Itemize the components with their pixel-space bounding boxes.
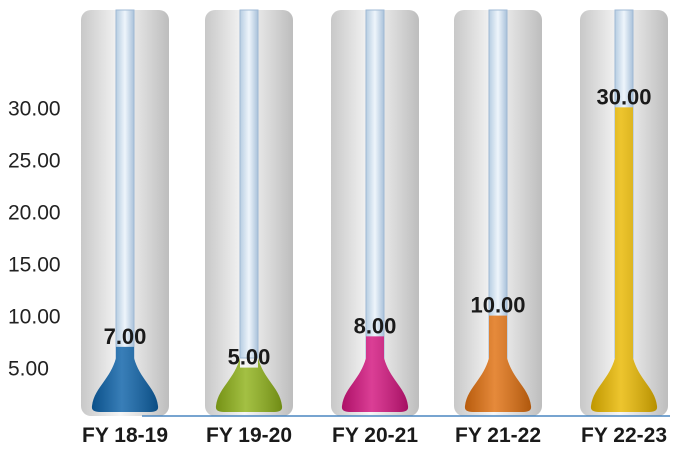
- y-tick-label: 15.00: [8, 254, 61, 277]
- y-tick-label: 20.00: [8, 202, 61, 225]
- x-tick-label: FY 21-22: [455, 424, 541, 447]
- data-label: 8.00: [354, 313, 397, 338]
- y-tick-label: 10.00: [8, 306, 61, 329]
- bar-tube: [365, 9, 385, 359]
- data-label: 30.00: [596, 84, 651, 109]
- y-axis: 5.00 10.00 15.00 20.00 25.00 30.00: [8, 97, 61, 380]
- bar-shine: [590, 107, 658, 413]
- bar-tube: [115, 9, 135, 359]
- bar-tube: [239, 9, 259, 359]
- bar-shine: [91, 346, 159, 412]
- x-tick-label: FY 20-21: [332, 424, 418, 447]
- y-tick-label: 25.00: [8, 149, 61, 172]
- y-tick-label: 5.00: [8, 358, 49, 381]
- x-tick-label: FY 22-23: [581, 424, 667, 447]
- bar-shine: [341, 336, 409, 412]
- y-tick-label: 30.00: [8, 97, 61, 120]
- flasks-layer: [91, 9, 658, 413]
- bar-shine: [464, 315, 532, 412]
- data-labels: 7.00 5.00 8.00 10.00 30.00: [104, 84, 652, 369]
- x-tick-label: FY 18-19: [82, 424, 168, 447]
- data-label: 5.00: [228, 345, 271, 370]
- x-tick-label: FY 19-20: [206, 424, 292, 447]
- bar-shine: [215, 358, 283, 412]
- data-label: 10.00: [470, 293, 525, 318]
- data-label: 7.00: [104, 324, 147, 349]
- x-axis: FY 18-19 FY 19-20 FY 20-21 FY 21-22 FY 22-23: [82, 424, 667, 447]
